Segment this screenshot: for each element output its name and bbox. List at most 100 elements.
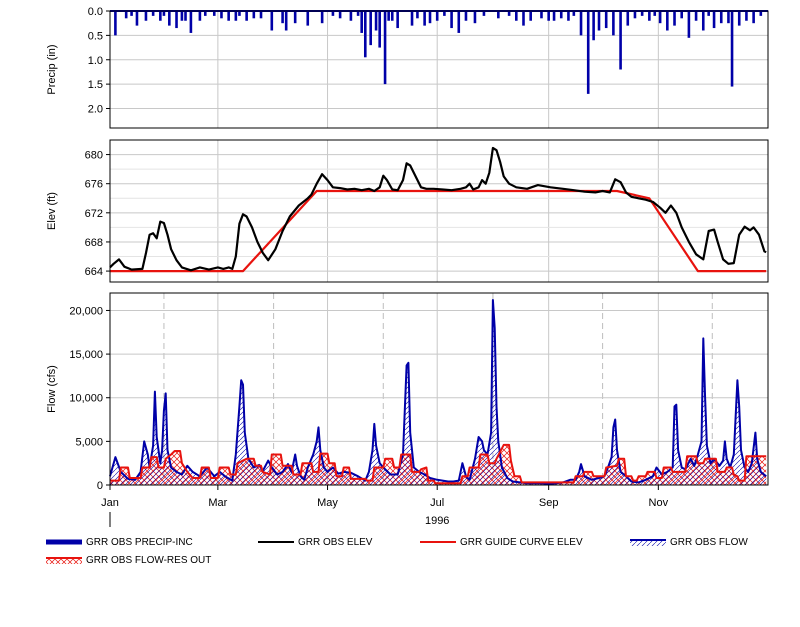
precip-bar: [338, 11, 342, 19]
legend-item-elev: GRR OBS ELEV: [258, 537, 372, 548]
y-tick-label: 668: [85, 237, 103, 249]
precip-bar: [443, 11, 446, 16]
legend: GRR OBS PRECIP-INC GRR OBS ELEV GRR GUID…: [0, 535, 800, 575]
precip-bar: [626, 11, 630, 26]
legend-label: GRR OBS PRECIP-INC: [86, 537, 193, 548]
y-tick-label: 10,000: [69, 393, 103, 405]
precip-bar: [270, 11, 274, 31]
legend-label: GRR OBS FLOW: [670, 537, 748, 548]
y-tick-label: 20,000: [69, 305, 103, 317]
precip-bar: [428, 11, 432, 24]
precip-bar: [435, 11, 439, 21]
y-tick-label: 664: [85, 266, 103, 278]
precip-bar: [168, 11, 171, 26]
x-tick-label: Jul: [430, 497, 444, 509]
y-tick-label: 0: [97, 480, 103, 492]
precip-bar: [759, 11, 763, 16]
precip-bar: [212, 11, 216, 16]
precip-bar: [360, 11, 363, 33]
precip-bar: [687, 11, 691, 38]
precip-bar: [653, 11, 657, 16]
precip-bar: [259, 11, 263, 19]
precip-bar: [396, 11, 399, 29]
precip-bar: [198, 11, 202, 21]
legend-item-guide: GRR GUIDE CURVE ELEV: [420, 537, 583, 548]
precip-bar: [189, 11, 193, 33]
y-tick-label: 2.0: [88, 104, 103, 116]
precip-bar: [281, 11, 284, 24]
legend-item-precip: GRR OBS PRECIP-INC: [46, 537, 193, 548]
x-axis: Jan Mar May Jul Sep Nov 1996: [101, 485, 669, 527]
precip-bar: [203, 11, 207, 16]
y-tick-label: 1.5: [88, 79, 103, 91]
precip-bar: [648, 11, 651, 21]
precip-bar: [694, 11, 698, 21]
precip-bar: [752, 11, 755, 24]
precip-bar: [612, 11, 615, 36]
precip-bar: [572, 11, 576, 16]
elevation-panel: 664 668 672 676 680 Elev (ft): [46, 139, 769, 283]
precip-bar: [234, 11, 238, 21]
precip-bar: [124, 11, 128, 19]
res-out-line: [110, 443, 767, 485]
precip-bar: [363, 11, 367, 58]
precip-bar: [306, 11, 310, 26]
precip-bar: [252, 11, 256, 19]
precip-bar: [450, 11, 453, 29]
guide-curve-line: [110, 189, 767, 273]
precip-bar: [423, 11, 426, 26]
precip-bar: [387, 11, 390, 21]
precip-bar: [320, 11, 324, 24]
precip-bar: [658, 11, 662, 24]
precip-bar: [727, 11, 730, 24]
panel-frame: [109, 139, 769, 283]
y-tick-label: 680: [85, 150, 103, 162]
y-tick-label: 0.0: [88, 6, 103, 18]
precip-bar: [586, 11, 590, 94]
y-axis-label: Flow (cfs): [46, 365, 58, 413]
precip-bar: [701, 11, 705, 31]
precip-bar: [184, 11, 187, 21]
precip-bar: [592, 11, 595, 41]
precip-bar: [159, 11, 162, 21]
precip-bar: [552, 11, 556, 21]
precip-bar: [356, 11, 360, 16]
precip-bar: [522, 11, 525, 26]
x-tick-label: Mar: [208, 497, 227, 509]
precip-bar: [175, 11, 178, 29]
precip-bar: [410, 11, 414, 26]
legend-label: GRR OBS FLOW-RES OUT: [86, 555, 212, 566]
precip-bar: [180, 11, 184, 21]
precip-bar: [673, 11, 676, 26]
precip-bar: [712, 11, 716, 29]
y-tick-label: 0.5: [88, 30, 103, 42]
obs-flow-line: [109, 299, 767, 485]
precip-bar: [457, 11, 461, 33]
y-tick-label: 15,000: [69, 349, 103, 361]
precip-bar: [497, 11, 500, 19]
y-tick-label: 1.0: [88, 55, 103, 67]
x-tick-label: Sep: [539, 497, 559, 509]
x-tick-label: May: [317, 497, 338, 509]
obs-flow-area: [110, 300, 767, 485]
flow-panel: 0 5,000 10,000 15,000 20,000 Flow (cfs): [46, 292, 769, 492]
panel-frame: [109, 10, 769, 129]
precip-bar: [378, 11, 381, 48]
precip-bar: [633, 11, 637, 19]
precip-bar: [666, 11, 669, 31]
legend-label: GRR GUIDE CURVE ELEV: [460, 537, 583, 548]
precip-bar: [540, 11, 543, 19]
legend-label: GRR OBS ELEV: [298, 537, 373, 548]
precip-bar: [284, 11, 288, 31]
y-axis-label: Elev (ft): [46, 192, 58, 230]
precip-bar: [390, 11, 394, 21]
precip-bar: [144, 11, 148, 21]
precip-bar: [416, 11, 419, 19]
precip-bar: [162, 11, 166, 16]
precip-bar: [559, 11, 563, 19]
legend-item-res-out: GRR OBS FLOW-RES OUT: [46, 555, 211, 566]
precip-bar: [507, 11, 511, 16]
obs-elev-line: [109, 146, 767, 272]
panel-frame: [109, 292, 769, 486]
precip-bar: [135, 11, 139, 26]
